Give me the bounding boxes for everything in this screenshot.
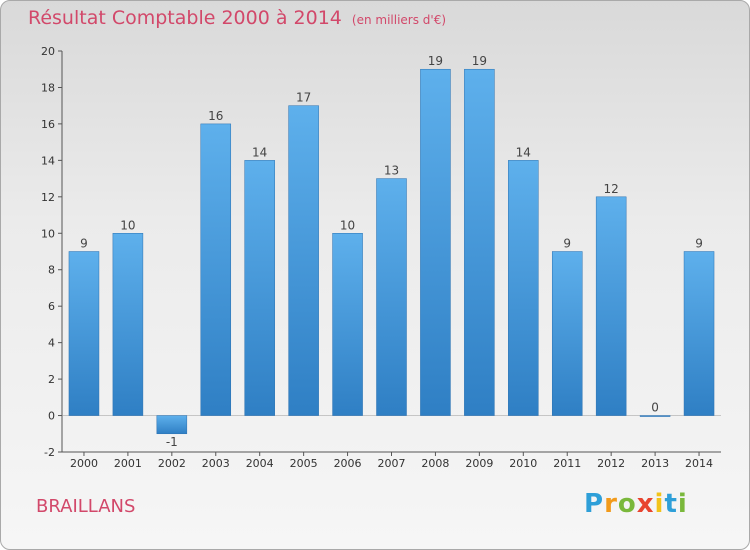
bar-value-label: 17	[296, 91, 311, 105]
bar-value-label: 9	[563, 237, 571, 251]
bar	[420, 68, 451, 416]
bar	[332, 233, 363, 416]
bar-value-label: 9	[695, 237, 703, 251]
x-tick-label: 2012	[597, 457, 625, 470]
bar	[200, 123, 232, 416]
bar	[156, 415, 188, 435]
x-tick-label: 2004	[246, 457, 274, 470]
x-tick-label: 2008	[421, 457, 449, 470]
bar-value-label: 10	[340, 218, 355, 232]
logo-letter: P	[584, 489, 605, 519]
y-tick-label: 10	[41, 227, 55, 240]
bar-value-label: 19	[428, 54, 443, 68]
chart-subtitle: (en milliers d'€)	[351, 13, 447, 27]
y-tick-label: 2	[48, 373, 55, 386]
bar	[508, 160, 539, 416]
bar-value-label: 9	[80, 237, 88, 251]
x-tick-label: 2001	[114, 457, 142, 470]
x-tick-label: 2006	[334, 457, 362, 470]
bar-value-label: 19	[472, 54, 487, 68]
y-tick-label: 0	[48, 410, 55, 423]
y-tick-label: 16	[41, 118, 55, 131]
y-tick-label: 12	[41, 191, 55, 204]
chart-title: Résultat Comptable 2000 à 2014 (en millie…	[28, 7, 446, 29]
logo-letter: r	[604, 489, 618, 519]
x-tick-label: 2011	[553, 457, 581, 470]
bar-value-label: -1	[166, 435, 178, 449]
y-tick-label: 4	[48, 337, 55, 350]
bar-value-label: 0	[651, 401, 659, 415]
title-text: Résultat Comptable 2000 à 2014	[28, 7, 342, 29]
logo-letter: i	[654, 489, 665, 519]
logo-letter: o	[617, 489, 637, 519]
bar-value-label: 16	[208, 109, 223, 123]
logo-letter: i	[677, 489, 688, 519]
x-tick-label: 2009	[465, 457, 493, 470]
bar-value-label: 10	[120, 218, 135, 232]
x-tick-label: 2005	[290, 457, 318, 470]
bar	[464, 68, 495, 416]
bar	[244, 160, 275, 416]
bar	[683, 251, 715, 416]
x-tick-label: 2002	[158, 457, 186, 470]
bar-value-label: 12	[604, 182, 619, 196]
x-tick-label: 2000	[70, 457, 98, 470]
bar	[288, 105, 319, 416]
proxiti-logo: Proxiti	[584, 489, 688, 519]
logo-letter: x	[636, 489, 655, 519]
bar-value-label: 14	[252, 145, 267, 159]
bar-value-label: 13	[384, 164, 399, 178]
y-tick-label: 18	[41, 81, 55, 94]
bar	[595, 196, 627, 416]
x-tick-label: 2010	[509, 457, 537, 470]
bar	[376, 178, 407, 416]
bar	[639, 415, 671, 417]
bar	[68, 251, 100, 416]
y-tick-label: -2	[44, 446, 55, 459]
bar	[112, 233, 144, 416]
y-tick-label: 20	[41, 45, 55, 58]
x-tick-label: 2014	[685, 457, 713, 470]
bar-value-label: 14	[516, 145, 531, 159]
x-tick-label: 2007	[378, 457, 406, 470]
logo-letter: t	[664, 489, 678, 519]
y-tick-label: 8	[48, 264, 55, 277]
y-tick-label: 6	[48, 300, 55, 313]
x-tick-label: 2013	[641, 457, 669, 470]
bar	[551, 251, 583, 416]
x-tick-label: 2003	[202, 457, 230, 470]
y-tick-label: 14	[41, 154, 55, 167]
place-name: BRAILLANS	[36, 496, 136, 517]
